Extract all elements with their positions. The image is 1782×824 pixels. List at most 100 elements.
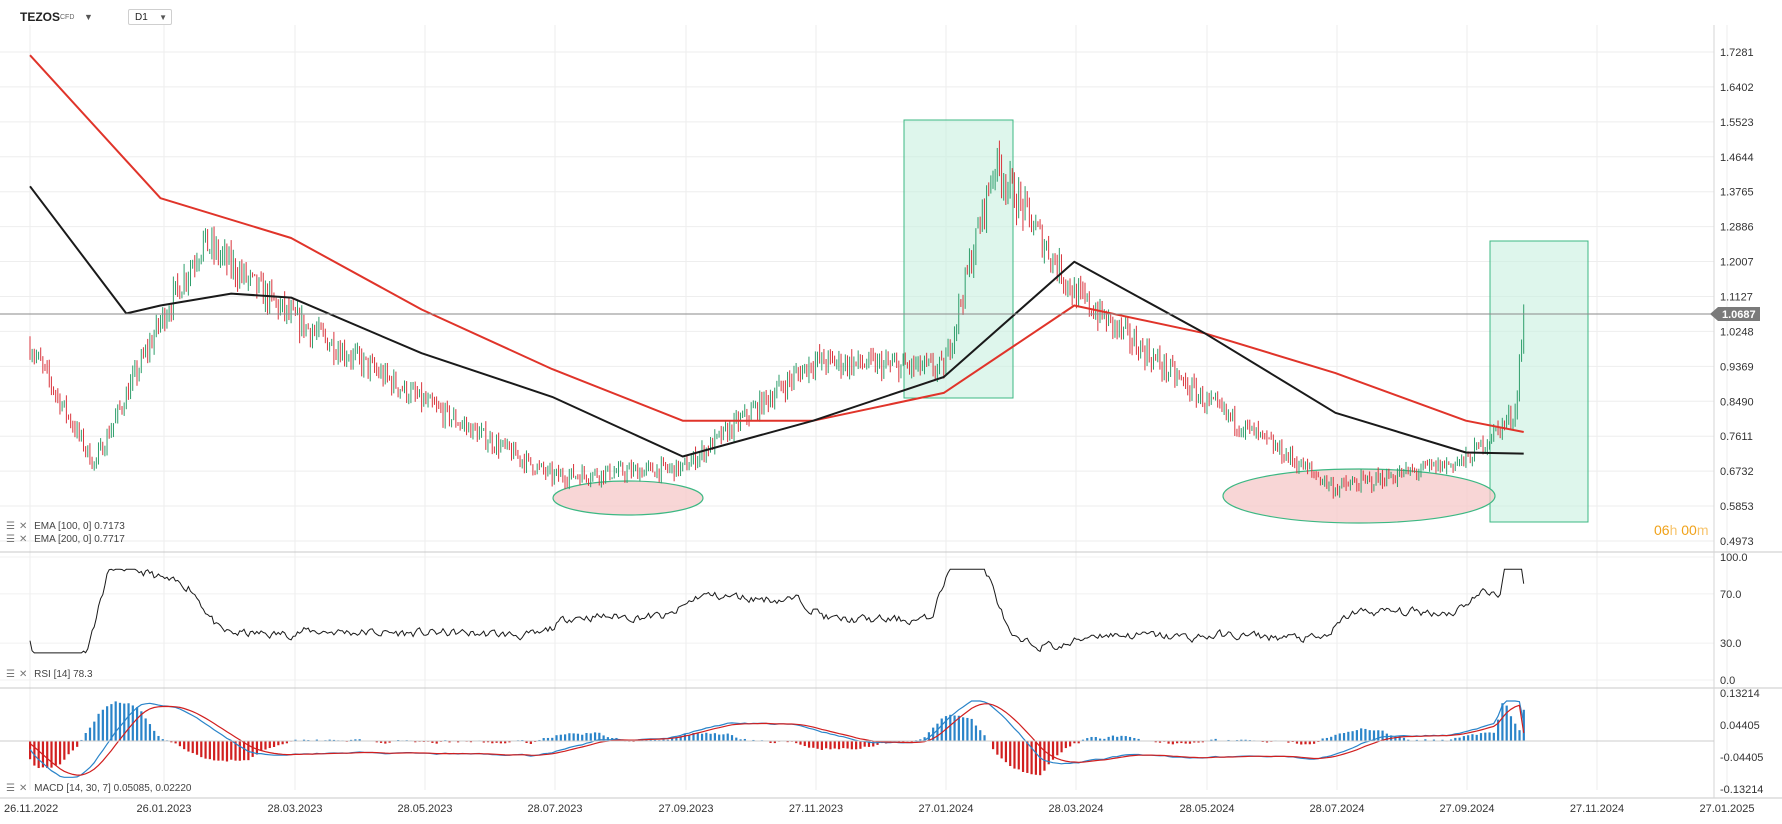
macd-histogram-bar [529, 741, 532, 744]
macd-histogram-bar [33, 741, 36, 766]
macd-histogram-bar [1488, 732, 1491, 742]
macd-histogram-bar [251, 741, 254, 757]
macd-histogram-bar [50, 741, 53, 768]
macd-histogram-bar [542, 738, 545, 742]
macd-histogram-bar [1342, 733, 1346, 742]
macd-histogram-bar [191, 741, 194, 754]
macd-tick-label: 0.04405 [1720, 720, 1760, 732]
macd-histogram-bar [855, 741, 858, 750]
macd-histogram-bar [208, 741, 211, 760]
macd-histogram-bar [1484, 732, 1487, 742]
macd-histogram-bar [260, 741, 263, 751]
macd-histogram-bar [1449, 739, 1453, 742]
macd-histogram-bar [277, 741, 280, 746]
macd-histogram-bar [1364, 728, 1367, 742]
close-icon[interactable]: ✕ [18, 521, 28, 532]
y-tick-label: 1.7281 [1720, 47, 1754, 59]
timeframe-value: D1 [135, 12, 148, 23]
macd-histogram-bar [242, 741, 246, 761]
macd-histogram-bar [1295, 741, 1299, 744]
ema100-legend[interactable]: ☰ ✕ EMA [100, 0] 0.7173 [6, 521, 125, 532]
macd-histogram-bar [910, 741, 913, 743]
macd-histogram-bar [217, 741, 220, 761]
macd-histogram-bar [820, 741, 823, 750]
grid-lines [0, 25, 1782, 799]
macd-histogram-bar [842, 741, 845, 749]
macd-histogram-bar [816, 741, 819, 749]
rsi-legend[interactable]: ☰ ✕ RSI [14] 78.3 [6, 669, 93, 680]
macd-histogram-bar [1308, 741, 1311, 745]
macd-histogram-bar [379, 741, 383, 743]
macd-histogram-bar [264, 741, 267, 750]
macd-histogram-bar [1377, 730, 1380, 742]
macd-histogram-bar [563, 734, 567, 742]
macd-histogram-bar [585, 732, 588, 742]
macd-histogram-bar [499, 741, 502, 744]
macd-histogram-bar [773, 741, 776, 744]
macd-histogram-bar [525, 741, 528, 744]
macd-histogram-bar [1188, 741, 1192, 744]
settings-icon[interactable]: ☰ [6, 669, 15, 680]
macd-histogram-bar [1167, 741, 1170, 744]
macd-histogram-bar [1026, 741, 1029, 773]
ema200-legend[interactable]: ☰ ✕ EMA [200, 0] 0.7717 [6, 534, 125, 545]
macd-histogram-bar [448, 741, 451, 743]
macd-tick-label: 0.13214 [1720, 688, 1760, 700]
macd-histogram-bar [1321, 738, 1324, 742]
symbol-name[interactable]: TEZOS [20, 10, 61, 24]
x-tick-label: 27.01.2025 [1699, 803, 1754, 815]
macd-legend[interactable]: ☰ ✕ MACD [14, 30, 7] 0.05085, 0.02220 [6, 783, 191, 794]
ema200-value: 0.7717 [94, 534, 125, 545]
macd-histogram-bar [1000, 741, 1003, 759]
countdown-minutes: 00 [1681, 522, 1697, 538]
macd-histogram-bar [979, 730, 982, 742]
macd-histogram-bar [602, 735, 605, 742]
highlight-box-breakout [1489, 240, 1589, 523]
macd-histogram-bar [200, 741, 203, 758]
symbol-dropdown-icon[interactable]: ▼ [84, 12, 93, 22]
x-tick-label: 28.07.2023 [527, 803, 582, 815]
macd-histogram-bar [1086, 738, 1089, 742]
y-tick-label: 1.3765 [1720, 187, 1754, 199]
macd-histogram-bar [551, 737, 554, 742]
current-price-label: 1.0687 [1722, 309, 1756, 321]
settings-icon[interactable]: ☰ [6, 521, 15, 532]
macd-histogram-bar [1064, 741, 1067, 749]
macd-histogram-bar [1385, 733, 1388, 742]
macd-histogram-bar [546, 737, 550, 742]
macd-histogram-bar [469, 741, 473, 743]
macd-histogram-bar [1518, 730, 1521, 742]
macd-histogram-bar [1030, 741, 1033, 775]
macd-histogram-bar [234, 741, 237, 761]
ema200-line [29, 54, 1524, 433]
macd-histogram-bar [1137, 738, 1140, 742]
macd-histogram-bar [713, 733, 716, 742]
x-tick-label: 28.03.2023 [267, 803, 322, 815]
macd-histogram-bar [897, 741, 901, 743]
close-icon[interactable]: ✕ [18, 783, 28, 794]
chevron-down-icon: ▼ [159, 13, 167, 22]
close-icon[interactable]: ✕ [18, 669, 28, 680]
macd-histogram-bar [1017, 741, 1020, 770]
timeframe-select[interactable]: D1 ▼ [128, 9, 172, 25]
macd-histogram-bar [1381, 730, 1384, 742]
macd-histogram-bar [144, 718, 147, 742]
macd-histogram-bar [1107, 736, 1110, 742]
macd-histogram-bar [812, 741, 815, 748]
macd-histogram-bar [1197, 741, 1200, 743]
close-icon[interactable]: ✕ [18, 534, 28, 545]
macd-histogram-bar [1497, 719, 1500, 742]
highlight-box-rally [903, 119, 1014, 399]
ema-lines [29, 54, 1524, 458]
macd-histogram-bar [187, 741, 190, 752]
settings-icon[interactable]: ☰ [6, 783, 15, 794]
rsi-tick-label: 30.0 [1720, 638, 1741, 650]
macd-label: MACD [14, 30, 7] [34, 783, 111, 794]
macd-histogram-bar [1060, 741, 1063, 753]
macd-histogram-bar [97, 713, 100, 742]
macd-histogram-bar [388, 741, 391, 743]
macd-histogram-bar [555, 735, 558, 742]
macd-histogram-bar [204, 741, 207, 759]
macd-histogram-bar [238, 741, 241, 761]
settings-icon[interactable]: ☰ [6, 534, 15, 545]
